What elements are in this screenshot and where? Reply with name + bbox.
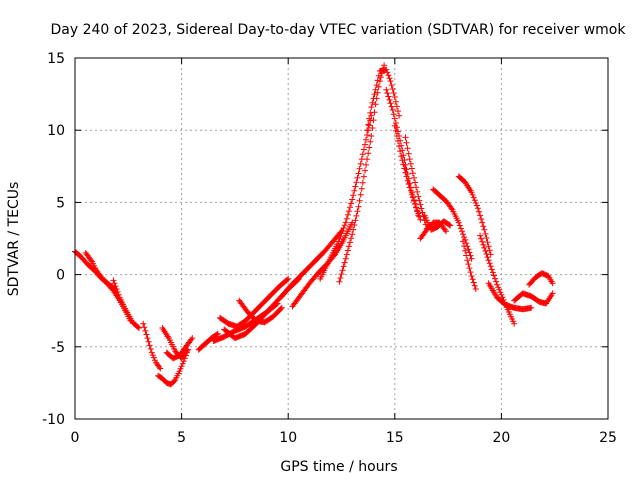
data-marker xyxy=(278,228,345,300)
y-tick-label: 0 xyxy=(56,268,65,284)
y-tick-label: 15 xyxy=(47,51,65,67)
data-track xyxy=(140,320,164,372)
data-track xyxy=(195,330,221,353)
data-track xyxy=(526,270,556,288)
data-track xyxy=(460,238,479,292)
x-tick-label: 20 xyxy=(492,430,510,446)
data-track xyxy=(511,290,556,307)
plot-frame xyxy=(74,57,609,420)
y-axis-label: SDTVAR / TECUs xyxy=(6,182,22,297)
data-track xyxy=(421,212,454,233)
data-marker xyxy=(364,66,403,134)
data-marker xyxy=(511,290,556,307)
data-marker xyxy=(159,325,191,362)
data-marker xyxy=(460,238,479,292)
data-track xyxy=(82,249,119,292)
data-track xyxy=(155,346,191,388)
x-tick-label: 10 xyxy=(279,430,297,446)
y-tick-label: 10 xyxy=(47,123,65,139)
x-tick-label: 5 xyxy=(177,430,186,446)
data-track xyxy=(278,228,345,300)
x-tick-label: 15 xyxy=(386,430,404,446)
data-marker xyxy=(455,173,494,258)
data-marker xyxy=(82,249,119,292)
x-tick-label: 25 xyxy=(599,430,617,446)
data-track xyxy=(317,112,375,282)
data-marker xyxy=(336,62,388,285)
data-marker xyxy=(421,212,454,233)
data-track xyxy=(455,173,494,258)
data-points xyxy=(72,62,556,388)
data-track xyxy=(391,122,424,223)
data-marker xyxy=(430,186,475,262)
y-tick-label: 5 xyxy=(56,195,65,211)
data-track xyxy=(485,280,535,313)
y-tick-label: -10 xyxy=(42,412,65,428)
data-marker xyxy=(110,277,142,331)
data-marker xyxy=(391,122,424,223)
data-track xyxy=(159,325,191,362)
x-axis-label: GPS time / hours xyxy=(280,459,397,475)
data-track xyxy=(236,297,285,326)
y-tick-label: -5 xyxy=(51,340,65,356)
data-track xyxy=(364,66,403,134)
axis-ticks: 0 5 10 15 20 25 -10 -5 0 5 10 15 xyxy=(42,51,617,446)
data-marker xyxy=(317,112,375,282)
data-marker xyxy=(140,320,164,372)
data-marker xyxy=(155,346,191,388)
data-marker xyxy=(485,280,535,313)
data-marker xyxy=(526,270,556,288)
data-marker xyxy=(236,297,285,326)
data-marker xyxy=(195,330,221,353)
data-track xyxy=(110,277,142,331)
x-tick-label: 0 xyxy=(71,430,80,446)
data-track xyxy=(336,62,388,285)
chart-title: Day 240 of 2023, Sidereal Day-to-day VTE… xyxy=(51,22,627,38)
data-track xyxy=(430,186,475,262)
